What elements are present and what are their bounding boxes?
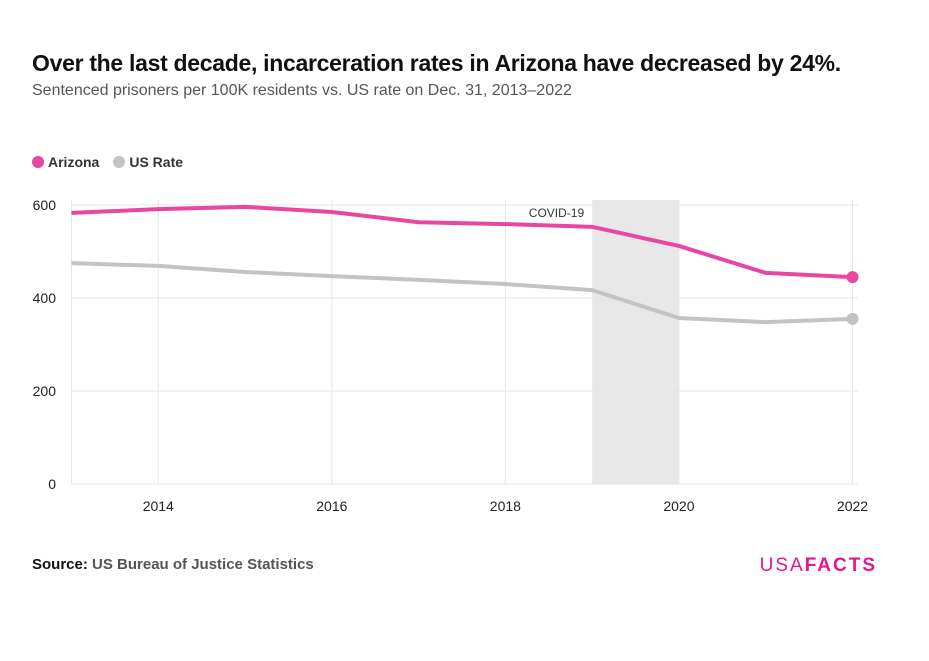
series-end-point bbox=[846, 271, 859, 284]
x-tick-label: 2016 bbox=[316, 498, 347, 514]
series-line-arizona bbox=[71, 204, 853, 280]
logo-part1: USA bbox=[759, 555, 805, 576]
x-tick-label: 2020 bbox=[663, 498, 694, 514]
usafacts-logo: USAFACTS bbox=[760, 555, 877, 577]
covid-annotation-label: COVID-19 bbox=[529, 206, 585, 220]
source-label: Source: bbox=[32, 556, 88, 573]
legend-item-arizona: Arizona bbox=[32, 154, 99, 170]
chart-title: Over the last decade, incarceration rate… bbox=[32, 50, 841, 76]
x-tick-label: 2022 bbox=[837, 498, 868, 514]
legend-label: US Rate bbox=[129, 154, 184, 170]
y-tick-label: 600 bbox=[33, 197, 57, 213]
series-line-us-rate bbox=[71, 261, 853, 325]
x-tick-label: 2014 bbox=[143, 498, 174, 514]
legend-dot-arizona bbox=[32, 156, 44, 168]
legend-label: Arizona bbox=[48, 154, 100, 170]
legend: Arizona US Rate bbox=[32, 154, 183, 170]
x-tick-label: 2018 bbox=[490, 498, 521, 514]
y-tick-label: 0 bbox=[48, 476, 56, 492]
legend-dot-us-rate bbox=[113, 156, 126, 168]
y-tick-label: 400 bbox=[33, 290, 57, 306]
y-tick-label: 200 bbox=[33, 383, 57, 399]
logo-part2: FACTS bbox=[804, 555, 877, 576]
source-text: US Bureau of Justice Statistics bbox=[92, 556, 314, 573]
covid-band bbox=[592, 200, 679, 484]
legend-item-us-rate: US Rate bbox=[113, 154, 183, 170]
source-note: Source: US Bureau of Justice Statistics bbox=[32, 556, 314, 573]
series-end-point bbox=[846, 312, 859, 325]
chart-subtitle: Sentenced prisoners per 100K residents v… bbox=[32, 82, 572, 99]
